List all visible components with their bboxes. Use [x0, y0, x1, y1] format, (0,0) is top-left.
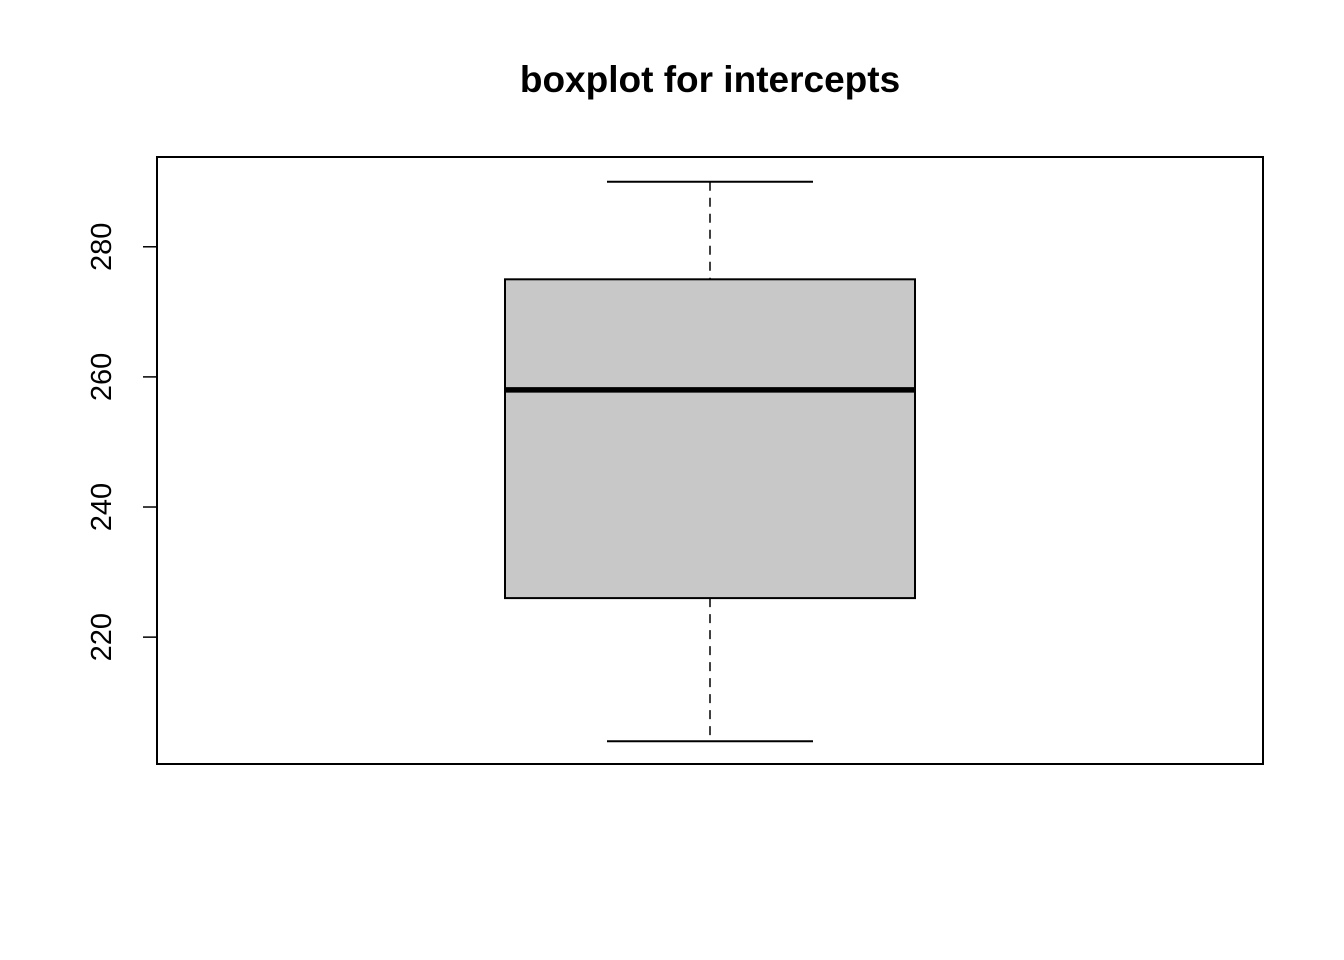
y-axis: 220 240 260 280 [86, 223, 157, 661]
y-tick-label: 260 [86, 353, 118, 401]
box-series [504, 180, 916, 743]
y-tick-label: 220 [86, 613, 118, 661]
y-tick-label: 280 [86, 223, 118, 271]
chart-title: boxplot for intercepts [520, 59, 900, 100]
interquartile-box [504, 278, 916, 600]
y-tick-label: 240 [86, 483, 118, 531]
